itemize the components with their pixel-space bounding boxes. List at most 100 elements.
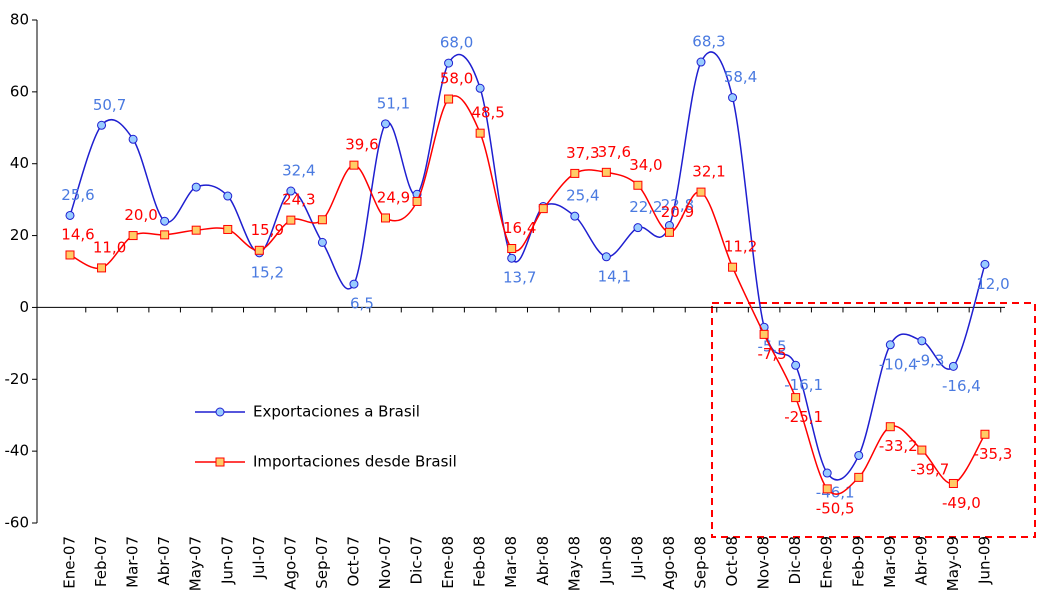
- marker: [791, 360, 801, 370]
- marker: [822, 468, 832, 478]
- marker: [917, 445, 927, 455]
- x-tick-label: Sep-07: [313, 536, 331, 589]
- marker: [822, 484, 832, 494]
- marker: [570, 211, 580, 221]
- data-label: 14,1: [598, 267, 631, 285]
- marker: [381, 119, 390, 129]
- data-label: 34,0: [629, 156, 662, 174]
- data-label: 25,4: [566, 187, 599, 205]
- x-tick-label: Jul-07: [250, 536, 268, 580]
- data-label: -7,5: [757, 345, 786, 363]
- data-label: -50,5: [816, 499, 855, 517]
- marker: [317, 237, 327, 247]
- x-tick-label: May-07: [187, 536, 205, 591]
- marker: [854, 450, 864, 460]
- y-tick-label: 80: [10, 11, 29, 29]
- series-line: [69, 51, 986, 481]
- data-label: 58,0: [440, 70, 473, 88]
- marker: [349, 279, 359, 289]
- data-label: -16,4: [942, 377, 981, 395]
- data-label: 68,0: [440, 34, 473, 52]
- data-label: 15,2: [251, 263, 284, 281]
- x-tick-label: Jun-08: [597, 536, 615, 585]
- marker: [97, 120, 107, 130]
- data-label: 11,2: [724, 238, 757, 256]
- marker: [791, 393, 801, 403]
- x-tick-label: Mar-07: [124, 536, 142, 588]
- marker: [728, 93, 738, 103]
- x-tick-label: Feb-09: [849, 536, 867, 587]
- x-tick-label: Abr-08: [534, 536, 552, 586]
- x-tick-label: Ene-07: [61, 536, 79, 589]
- marker: [97, 263, 107, 273]
- x-tick-label: Nov-07: [376, 536, 394, 589]
- highlight-box: [711, 302, 1036, 538]
- legend-marker: [215, 457, 225, 467]
- data-label: 51,1: [377, 94, 410, 112]
- data-label: 37,3: [566, 144, 599, 162]
- x-tick-label: Mar-08: [502, 536, 520, 588]
- x-tick-label: May-08: [565, 536, 583, 591]
- x-tick-label: Oct-08: [723, 536, 741, 586]
- marker: [444, 58, 454, 68]
- x-tick-label: Ene-08: [439, 536, 457, 589]
- x-tick-label: Ene-09: [818, 536, 836, 589]
- marker: [980, 259, 990, 269]
- marker: [601, 252, 611, 262]
- data-label: 15,9: [251, 221, 284, 239]
- marker: [948, 361, 958, 371]
- marker: [696, 187, 706, 197]
- y-tick-label: 40: [10, 154, 29, 172]
- x-tick-label: Sep-08: [692, 536, 710, 589]
- marker: [885, 340, 895, 350]
- marker: [507, 253, 517, 263]
- marker: [885, 422, 895, 432]
- x-tick-label: Dic-07: [408, 536, 426, 584]
- marker: [475, 128, 485, 138]
- data-label: 32,4: [282, 162, 315, 180]
- data-label: -9,3: [915, 351, 944, 369]
- data-label: 48,5: [471, 104, 504, 122]
- y-tick-label: 60: [10, 82, 29, 100]
- marker: [317, 215, 327, 225]
- data-label: -39,7: [910, 461, 949, 479]
- marker: [980, 429, 990, 439]
- legend-label: Importaciones desde Brasil: [253, 453, 457, 471]
- data-label: -10,4: [879, 355, 918, 373]
- data-label: -33,2: [879, 437, 918, 455]
- marker: [601, 167, 611, 177]
- data-label: 24,9: [377, 188, 410, 206]
- data-label: 11,0: [93, 238, 126, 256]
- data-label: 20,0: [124, 206, 157, 224]
- marker: [286, 186, 296, 196]
- legend-marker: [215, 407, 225, 417]
- marker: [65, 210, 75, 220]
- data-label: -49,0: [942, 494, 981, 512]
- x-tick-label: Oct-07: [344, 536, 362, 586]
- data-label: 32,1: [692, 163, 725, 181]
- marker: [381, 213, 390, 223]
- y-tick-label: -60: [5, 514, 30, 532]
- marker: [444, 94, 454, 104]
- data-label: 12,0: [976, 275, 1009, 293]
- y-tick-label: -20: [5, 370, 30, 388]
- marker: [128, 134, 138, 144]
- data-label: 6,5: [350, 295, 374, 313]
- series-line: [69, 95, 986, 495]
- marker: [538, 204, 548, 214]
- y-tick-label: 20: [10, 226, 29, 244]
- marker: [349, 160, 359, 170]
- marker: [191, 182, 201, 192]
- marker: [65, 250, 75, 260]
- data-label: 68,3: [692, 33, 725, 51]
- data-label: 13,7: [503, 269, 536, 287]
- x-tick-label: Ago-07: [281, 536, 299, 590]
- data-label: 22,2: [629, 198, 662, 216]
- x-tick-label: Mar-09: [881, 536, 899, 588]
- marker: [696, 57, 706, 67]
- marker: [286, 215, 296, 225]
- data-label: -16,1: [784, 376, 823, 394]
- x-tick-label: Dic-08: [786, 536, 804, 584]
- legend-label: Exportaciones a Brasil: [253, 403, 420, 421]
